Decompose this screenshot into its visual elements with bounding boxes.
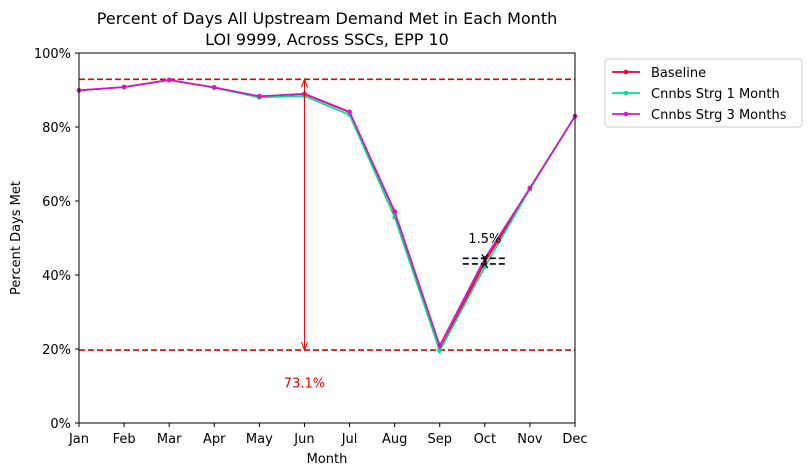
legend-swatch-marker [623,111,629,117]
legend-swatch-marker [623,69,629,75]
x-tick-label: Oct [474,432,496,447]
x-tick-label: Jul [341,432,358,447]
x-tick-label: Feb [113,432,136,447]
y-tick-label: 20% [42,343,71,358]
chart-title-line1: Percent of Days All Upstream Demand Met … [97,9,557,28]
x-tick-label: Dec [562,432,587,447]
range-arrow-head-bottom [300,341,308,352]
x-tick-label: Sep [427,432,452,447]
legend: Baseline Cnnbs Strg 1 Month Cnnbs Strg 3 M… [604,58,803,128]
x-tick-label: Nov [517,432,543,447]
series-point [437,348,443,354]
x-tick-label: Jun [293,432,314,447]
series-point [166,77,172,83]
plot-frame [78,52,576,424]
legend-label: Cnnbs Strg 1 Month [651,87,780,102]
spread-annotation-label: 1.5% [468,232,501,247]
range-annotation-label: 73.1% [284,377,325,392]
legend-frame [604,58,803,128]
spread-arrow-head-bottom [481,262,489,269]
x-tick-label: Jan [68,432,89,447]
y-axis-label: Percent Days Met [9,181,24,295]
series-point [527,185,533,191]
series-point [347,109,352,115]
series-point [392,209,397,214]
series-point [211,85,217,90]
x-tick-label: Apr [203,432,226,447]
x-axis-label: Month [307,452,348,467]
y-tick-label: 0% [50,417,71,432]
series-line [78,79,576,353]
series-point [257,93,262,99]
x-tick-label: Aug [382,432,407,447]
range-arrow-head-top [300,77,308,88]
x-tick-label: Mar [157,432,182,447]
y-tick-label: 80% [42,121,71,136]
y-tick-label: 40% [42,269,71,284]
series-line [78,79,576,348]
y-tick-label: 100% [34,47,71,62]
legend-label: Baseline [651,66,706,81]
chart-title-line2: LOI 9999, Across SSCs, EPP 10 [205,30,449,49]
spread-arrow-head-top [481,253,489,260]
y-tick-label: 60% [42,195,71,210]
legend-label: Cnnbs Strg 3 Months [651,108,787,123]
series-line [78,79,576,352]
series-point [437,343,443,348]
legend-swatch-marker [623,90,629,96]
series-point [121,84,127,90]
x-tick-label: May [246,432,273,447]
